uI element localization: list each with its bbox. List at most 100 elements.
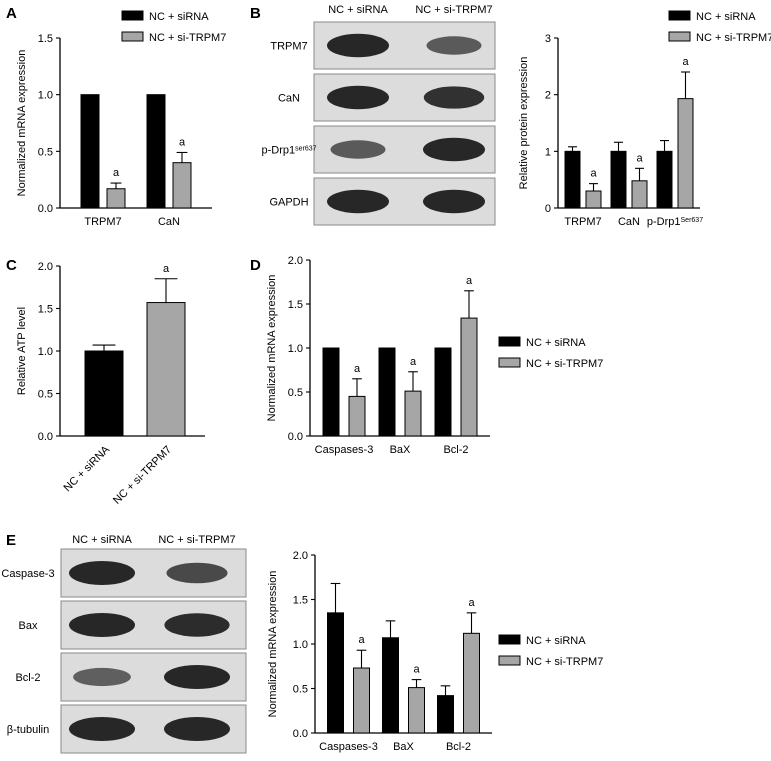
chart-c-x-tick-label: NC + si-TRPM7 [111, 444, 174, 507]
panel-letter-e: E [6, 532, 16, 549]
chart-a-x-tick-label: CaN [158, 216, 180, 228]
blot-b-row-label: CaN [278, 93, 300, 105]
chart-a-x-tick-label: TRPM7 [84, 216, 121, 228]
chart-b-legend-label: NC + siRNA [696, 11, 756, 23]
chart-a-bar-trpm7-si-trpm7-significance-mark: a [113, 167, 120, 179]
blot-b-row-label: GAPDH [269, 197, 308, 209]
chart-b-legend-swatch [668, 31, 691, 42]
blot-b-row-label: TRPM7 [270, 41, 307, 53]
chart-e-legend-label: NC + si-TRPM7 [526, 656, 603, 668]
chart-b: 0 1 2 3 Relative protein expression a TRPM7 a Ca… [518, 10, 771, 228]
chart-a-legend-label: NC + si-TRPM7 [149, 32, 226, 44]
chart-a-legend-swatch [121, 31, 144, 42]
chart-d-x-tick-label: BaX [390, 444, 411, 456]
chart-d-bar-caspases-3-sirna [322, 347, 340, 437]
chart-d: 0.0 0.5 1.0 1.5 2.0 Normalized mRNA expressio… [266, 255, 603, 456]
chart-d-bar-bax-si-trpm7-significance-mark: a [410, 356, 417, 368]
blot-b-column-label: NC + si-TRPM7 [415, 4, 492, 16]
chart-e-y-tick-label: 0.5 [293, 684, 308, 696]
chart-b-y-axis-label: Relative protein expression [518, 57, 530, 190]
chart-e-bar-bax-si-trpm7-significance-mark: a [413, 664, 420, 676]
panel-letter-b: B [250, 5, 261, 22]
chart-a-legend-swatch [121, 10, 144, 21]
chart-c-y-tick-label: 1.5 [38, 304, 53, 316]
chart-d-y-tick-label: 0.0 [288, 431, 303, 443]
blot-e-band [69, 561, 135, 585]
chart-d-y-tick-label: 1.5 [288, 299, 303, 311]
chart-c-y-axis-label: Relative ATP level [16, 307, 28, 395]
blot-b-band [423, 189, 485, 214]
chart-d-bar-bax-sirna [378, 347, 396, 437]
blot-e-column-label: NC + siRNA [72, 534, 132, 546]
chart-b-y-tick-label: 3 [545, 33, 551, 45]
chart-a-bar-trpm7-si-trpm7 [106, 188, 126, 209]
chart-c-bar-si-trpm7 [146, 302, 186, 437]
chart-d-x-tick-label: Caspases-3 [315, 444, 374, 456]
chart-b-y-tick-label: 0 [545, 203, 551, 215]
chart-a-legend-label: NC + siRNA [149, 11, 209, 23]
chart-e-x-tick-label: Bcl-2 [446, 741, 471, 753]
chart-b-legend-swatch [668, 10, 691, 21]
chart-d-bar-bcl-2-si-trpm7 [460, 317, 478, 437]
chart-b-bar-trpm7-si-trpm7-significance-mark: a [590, 168, 597, 180]
chart-b-bar-p-drp1-sirna [656, 150, 673, 209]
chart-b-bar-p-drp1-si-trpm7-significance-mark: a [682, 56, 689, 68]
chart-d-bar-bcl-2-sirna [434, 347, 452, 437]
chart-e-legend-swatch [498, 634, 521, 645]
blot-b-row-label: p-Drp1ser637 [261, 145, 316, 157]
blot-e-band [69, 613, 135, 637]
chart-e-bar-caspases-3-si-trpm7 [353, 667, 370, 734]
chart-e-bar-caspases-3-si-trpm7-significance-mark: a [358, 634, 365, 646]
chart-e-y-tick-label: 2.0 [293, 550, 308, 562]
chart-c-y-tick-label: 0.0 [38, 431, 53, 443]
chart-a-y-tick-label: 1.0 [38, 90, 53, 102]
blot-e-row-label: Bcl-2 [15, 672, 40, 684]
chart-b-x-tick-label: TRPM7 [564, 216, 601, 228]
blot-e-column-label: NC + si-TRPM7 [158, 534, 235, 546]
chart-b-bar-can-sirna [610, 150, 627, 209]
blot-e-band [164, 717, 230, 741]
chart-c-bar-sirna [84, 350, 124, 437]
chart-e-y-tick-label: 0.0 [293, 728, 308, 740]
blot-e-row-label: Caspase-3 [1, 568, 54, 580]
chart-e-y-axis-label: Normalized mRNA expression [267, 571, 279, 718]
chart-d-y-axis-label: Normalized mRNA expression [266, 275, 278, 422]
chart-c-y-tick-label: 0.5 [38, 389, 53, 401]
chart-e-x-tick-label: Caspases-3 [319, 741, 378, 753]
chart-a-bar-trpm7-sirna [80, 94, 100, 209]
chart-b-legend-label: NC + si-TRPM7 [696, 32, 771, 44]
blot-e-band [164, 665, 230, 689]
blot-e-band [73, 667, 131, 687]
chart-c: 0.0 0.5 1.0 1.5 2.0 Relative ATP level NC + si… [16, 261, 205, 507]
panel-letter-a: A [6, 5, 17, 22]
chart-b-bar-trpm7-si-trpm7 [585, 190, 602, 209]
chart-b-x-tick-superscript: Ser637 [681, 217, 704, 224]
chart-a-y-tick-label: 0.5 [38, 146, 53, 158]
chart-b-y-tick-label: 2 [545, 90, 551, 102]
chart-c-bar-si-trpm7-significance-mark: a [163, 263, 170, 275]
chart-d-bar-caspases-3-si-trpm7-significance-mark: a [354, 363, 361, 375]
chart-c-x-tick-label: NC + siRNA [61, 443, 112, 494]
blot-e-band [166, 562, 228, 584]
chart-e-bar-bax-si-trpm7 [408, 687, 425, 734]
chart-c-y-tick-label: 2.0 [38, 261, 53, 273]
chart-e: 0.0 0.5 1.0 1.5 2.0 Normalized mRNA expressio… [267, 550, 603, 753]
chart-e-legend-label: NC + siRNA [526, 635, 586, 647]
chart-e-bar-bcl-2-sirna [437, 695, 454, 734]
blot-b-band [327, 189, 389, 214]
panel-letter-c: C [6, 257, 17, 274]
blot-e-band [164, 613, 230, 637]
blot-e-row-label: Bax [19, 620, 38, 632]
blot-b: NC + siRNA NC + si-TRPM7 TRPM7 CaN p-Drp1ser… [261, 4, 496, 226]
chart-d-legend-swatch [498, 336, 521, 347]
chart-b-bar-p-drp1-si-trpm7 [677, 98, 694, 209]
chart-c-y-tick-label: 1.0 [38, 346, 53, 358]
chart-a-bar-can-sirna [146, 94, 166, 209]
chart-d-legend-label: NC + si-TRPM7 [526, 358, 603, 370]
chart-e-y-tick-label: 1.0 [293, 639, 308, 651]
chart-a: 0.0 0.5 1.0 1.5 Normalized mRNA expression a T… [16, 10, 226, 228]
chart-d-bar-bcl-2-si-trpm7-significance-mark: a [466, 275, 473, 287]
chart-e-y-tick-label: 1.5 [293, 595, 308, 607]
blot-b-band [423, 86, 485, 109]
